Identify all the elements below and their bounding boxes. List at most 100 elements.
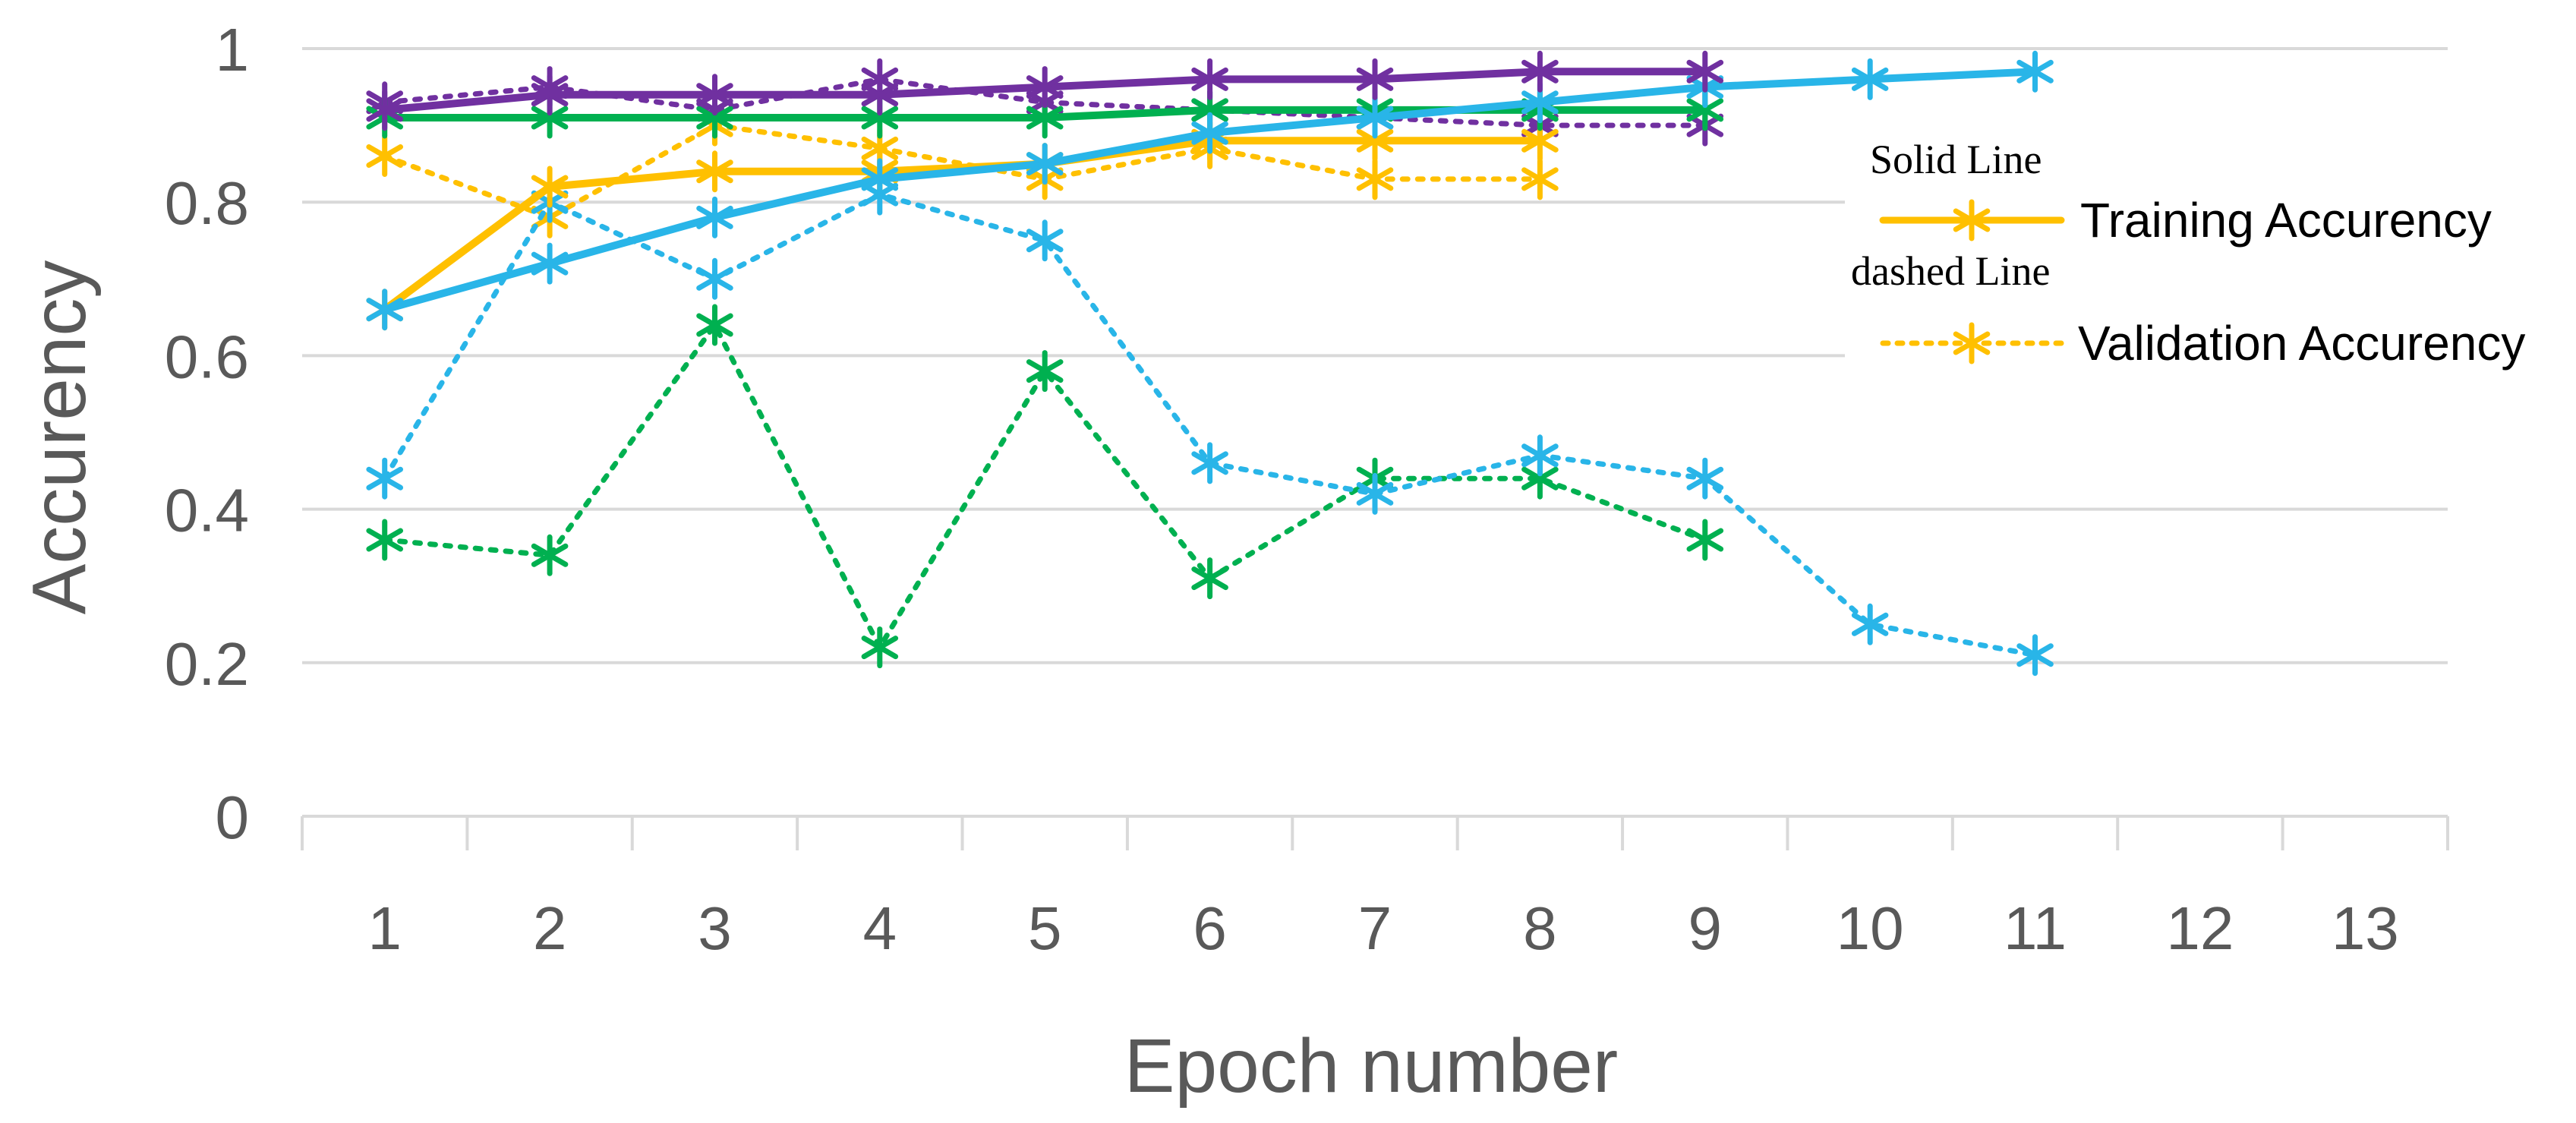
- data-point-marker: [1191, 112, 1228, 154]
- data-point-marker: [1026, 143, 1064, 185]
- x-tick-label: 3: [698, 894, 732, 962]
- marker-stroke: [1521, 90, 1559, 115]
- series-layer: [366, 50, 2054, 677]
- data-point-marker: [696, 196, 733, 238]
- data-point-marker: [366, 89, 403, 131]
- y-axis-ticks: 0 0.2 0.4 0.6 0.8 1: [165, 16, 249, 851]
- data-point-marker: [696, 257, 733, 300]
- marker-stroke: [1356, 67, 1394, 91]
- data-point-marker: [1356, 158, 1394, 200]
- x-tick-label: 2: [533, 894, 567, 962]
- legend-solid-label: Training Accurency: [2080, 193, 2492, 248]
- marker-stroke: [861, 636, 899, 660]
- marker-stroke: [2016, 59, 2054, 84]
- marker-stroke: [1953, 208, 1991, 232]
- marker-stroke: [1521, 466, 1559, 491]
- data-point-marker: [1356, 58, 1394, 100]
- marker-stroke: [1521, 167, 1559, 191]
- marker-stroke: [861, 83, 899, 107]
- marker-stroke: [531, 106, 569, 130]
- data-point-marker: [1356, 472, 1394, 515]
- series-validation: [366, 304, 1724, 669]
- data-point-marker: [366, 519, 403, 561]
- legend-dashed-heading: dashed Line: [1851, 248, 2050, 294]
- marker-stroke: [366, 528, 403, 552]
- legend-dashed-sample-marker: [1953, 322, 1991, 364]
- x-tick-label: 10: [1837, 894, 1904, 962]
- data-point-marker: [531, 74, 569, 116]
- marker-stroke: [1521, 128, 1559, 153]
- data-point-marker: [1851, 58, 1889, 100]
- marker-stroke: [861, 136, 899, 160]
- x-tick-label: 9: [1688, 894, 1723, 962]
- y-tick-label: 0.8: [165, 169, 249, 237]
- legend: Solid Line Training Accurency dashed Lin…: [1845, 133, 2566, 391]
- marker-stroke: [696, 205, 733, 229]
- x-tick-label: 7: [1358, 894, 1392, 962]
- marker-stroke: [696, 313, 733, 337]
- marker-stroke: [696, 267, 733, 291]
- data-point-marker: [366, 457, 403, 500]
- data-point-marker: [1851, 603, 1889, 645]
- data-point-marker: [1191, 442, 1228, 484]
- marker-stroke: [531, 251, 569, 276]
- marker-stroke: [2016, 643, 2054, 667]
- y-tick-label: 0.4: [165, 477, 249, 544]
- data-point-marker: [1686, 519, 1724, 561]
- data-point-marker: [1521, 434, 1559, 477]
- data-point-marker: [696, 74, 733, 116]
- data-point-marker: [1686, 457, 1724, 500]
- data-point-marker: [1521, 158, 1559, 200]
- marker-stroke: [861, 106, 899, 130]
- legend-star-icon: [1953, 322, 1991, 364]
- x-tick-label: 5: [1028, 894, 1062, 962]
- marker-stroke: [1026, 75, 1064, 99]
- data-point-marker: [861, 158, 899, 200]
- legend-solid-sample-marker: [1953, 199, 1991, 241]
- data-point-marker: [531, 534, 569, 576]
- data-point-marker: [1191, 58, 1228, 100]
- data-point-marker: [366, 135, 403, 177]
- data-point-marker: [861, 626, 899, 669]
- data-point-marker: [531, 166, 569, 208]
- data-point-marker: [1191, 557, 1228, 600]
- marker-stroke: [366, 466, 403, 491]
- series-line: [382, 122, 1543, 220]
- x-tick-label: 12: [2166, 894, 2234, 962]
- x-tick-label: 13: [2332, 894, 2399, 962]
- marker-stroke: [1191, 121, 1228, 145]
- marker-stroke: [1851, 67, 1889, 91]
- data-point-marker: [696, 150, 733, 193]
- x-axis: [301, 815, 2449, 850]
- marker-stroke: [531, 175, 569, 199]
- marker-stroke: [696, 83, 733, 107]
- marker-stroke: [1356, 167, 1394, 191]
- data-point-marker: [696, 304, 733, 346]
- marker-stroke: [366, 144, 403, 168]
- marker-stroke: [1356, 106, 1394, 130]
- legend-star-icon: [1953, 199, 1991, 241]
- series-line: [380, 137, 1544, 314]
- y-tick-label: 0.2: [165, 630, 249, 698]
- legend-dashed-label: Validation Accurency: [2078, 316, 2525, 371]
- marker-stroke: [1026, 229, 1064, 253]
- x-tick-label: 4: [863, 894, 897, 962]
- x-tick-label: 8: [1523, 894, 1557, 962]
- marker-stroke: [531, 83, 569, 107]
- marker-stroke: [531, 543, 569, 567]
- data-point-marker: [366, 289, 403, 331]
- marker-stroke: [1521, 443, 1559, 468]
- marker-stroke: [1191, 67, 1228, 91]
- marker-stroke: [1191, 566, 1228, 591]
- x-axis-ticks: 1 2 3 4 5 6 7 8 9 10 11 12 13: [367, 894, 2398, 962]
- marker-stroke: [366, 98, 403, 122]
- data-point-marker: [2016, 50, 2054, 93]
- data-point-marker: [531, 242, 569, 285]
- y-tick-label: 0: [216, 784, 250, 851]
- marker-stroke: [1521, 59, 1559, 84]
- x-axis-title: Epoch number: [1124, 1024, 1618, 1109]
- marker-stroke: [1686, 466, 1724, 491]
- marker-stroke: [1686, 528, 1724, 552]
- y-axis-title: Accurency: [17, 260, 102, 615]
